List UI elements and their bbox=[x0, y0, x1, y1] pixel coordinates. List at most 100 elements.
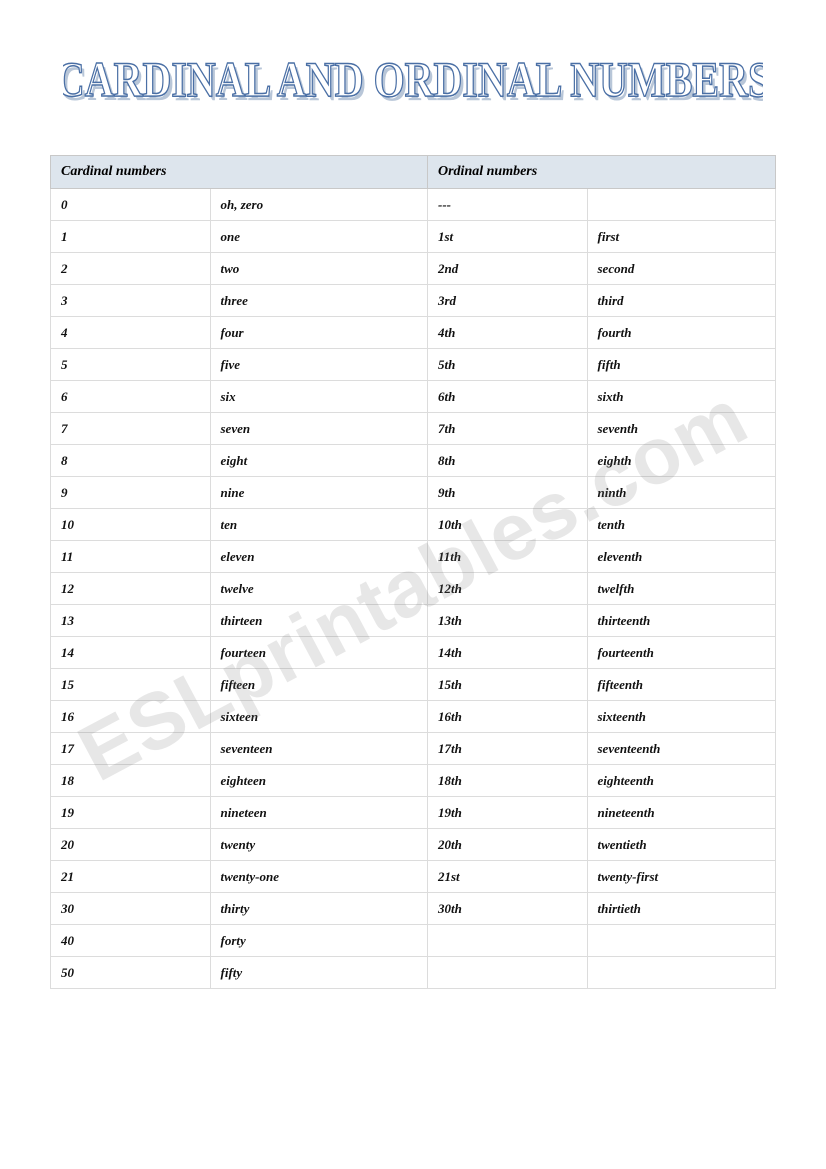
cell-num: 0 bbox=[51, 189, 211, 221]
cell-ordword: twelfth bbox=[587, 573, 776, 605]
cell-word: two bbox=[210, 253, 428, 285]
table-row: 9nine9thninth bbox=[51, 477, 776, 509]
cell-word: fifty bbox=[210, 957, 428, 989]
cell-ordword: fourth bbox=[587, 317, 776, 349]
cell-ordword: sixteenth bbox=[587, 701, 776, 733]
table-row: 50fifty bbox=[51, 957, 776, 989]
cell-num: 3 bbox=[51, 285, 211, 317]
cell-ordword bbox=[587, 957, 776, 989]
cell-ordword: seventh bbox=[587, 413, 776, 445]
header-ordinal: Ordinal numbers bbox=[428, 156, 776, 189]
table-row: 16sixteen16thsixteenth bbox=[51, 701, 776, 733]
cell-num: 9 bbox=[51, 477, 211, 509]
table-row: 8eight8theighth bbox=[51, 445, 776, 477]
cell-num: 16 bbox=[51, 701, 211, 733]
cell-word: fifteen bbox=[210, 669, 428, 701]
cell-num: 13 bbox=[51, 605, 211, 637]
cell-ord: 18th bbox=[428, 765, 588, 797]
cell-ord: 3rd bbox=[428, 285, 588, 317]
table-row: 3three3rdthird bbox=[51, 285, 776, 317]
cell-ord: --- bbox=[428, 189, 588, 221]
table-row: 19nineteen19thnineteenth bbox=[51, 797, 776, 829]
cell-word: nineteen bbox=[210, 797, 428, 829]
cell-num: 17 bbox=[51, 733, 211, 765]
cell-ord bbox=[428, 957, 588, 989]
cell-word: thirty bbox=[210, 893, 428, 925]
cell-ordword: thirtieth bbox=[587, 893, 776, 925]
cell-ord: 9th bbox=[428, 477, 588, 509]
cell-ord: 14th bbox=[428, 637, 588, 669]
cell-num: 5 bbox=[51, 349, 211, 381]
cell-num: 20 bbox=[51, 829, 211, 861]
cell-word: eight bbox=[210, 445, 428, 477]
cell-num: 40 bbox=[51, 925, 211, 957]
cell-ord: 7th bbox=[428, 413, 588, 445]
cell-num: 11 bbox=[51, 541, 211, 573]
cell-ord: 20th bbox=[428, 829, 588, 861]
cell-num: 50 bbox=[51, 957, 211, 989]
cell-word: seven bbox=[210, 413, 428, 445]
cell-word: five bbox=[210, 349, 428, 381]
cell-num: 4 bbox=[51, 317, 211, 349]
cell-ord: 8th bbox=[428, 445, 588, 477]
cell-num: 6 bbox=[51, 381, 211, 413]
table-row: 15fifteen15thfifteenth bbox=[51, 669, 776, 701]
cell-word: six bbox=[210, 381, 428, 413]
cell-ordword bbox=[587, 925, 776, 957]
header-cardinal: Cardinal numbers bbox=[51, 156, 428, 189]
cell-ordword: third bbox=[587, 285, 776, 317]
cell-word: nine bbox=[210, 477, 428, 509]
cell-ord: 21st bbox=[428, 861, 588, 893]
cell-ordword: ninth bbox=[587, 477, 776, 509]
cell-word: twenty-one bbox=[210, 861, 428, 893]
cell-num: 1 bbox=[51, 221, 211, 253]
cell-num: 15 bbox=[51, 669, 211, 701]
cell-ordword: eighth bbox=[587, 445, 776, 477]
table-header-row: Cardinal numbers Ordinal numbers bbox=[51, 156, 776, 189]
cell-word: eighteen bbox=[210, 765, 428, 797]
cell-word: four bbox=[210, 317, 428, 349]
table-row: 7seven7thseventh bbox=[51, 413, 776, 445]
cell-word: thirteen bbox=[210, 605, 428, 637]
cell-ord: 16th bbox=[428, 701, 588, 733]
table-row: 17seventeen17thseventeenth bbox=[51, 733, 776, 765]
numbers-table: Cardinal numbers Ordinal numbers 0oh, ze… bbox=[50, 155, 776, 989]
cell-ord: 1st bbox=[428, 221, 588, 253]
table-row: 10ten10thtenth bbox=[51, 509, 776, 541]
cell-ord: 30th bbox=[428, 893, 588, 925]
cell-word: three bbox=[210, 285, 428, 317]
table-row: 12twelve12thtwelfth bbox=[51, 573, 776, 605]
cell-num: 18 bbox=[51, 765, 211, 797]
cell-num: 30 bbox=[51, 893, 211, 925]
cell-ordword: seventeenth bbox=[587, 733, 776, 765]
cell-num: 2 bbox=[51, 253, 211, 285]
cell-ordword: fifth bbox=[587, 349, 776, 381]
table-row: 20twenty20thtwentieth bbox=[51, 829, 776, 861]
table-row: 5five5thfifth bbox=[51, 349, 776, 381]
table-row: 1one1stfirst bbox=[51, 221, 776, 253]
cell-word: fourteen bbox=[210, 637, 428, 669]
cell-num: 10 bbox=[51, 509, 211, 541]
table-row: 0oh, zero--- bbox=[51, 189, 776, 221]
table-row: 40forty bbox=[51, 925, 776, 957]
table-row: 18eighteen18theighteenth bbox=[51, 765, 776, 797]
cell-num: 8 bbox=[51, 445, 211, 477]
table-row: 6six6thsixth bbox=[51, 381, 776, 413]
cell-word: sixteen bbox=[210, 701, 428, 733]
cell-ord: 2nd bbox=[428, 253, 588, 285]
cell-word: oh, zero bbox=[210, 189, 428, 221]
table-row: 30thirty30ththirtieth bbox=[51, 893, 776, 925]
cell-ord: 11th bbox=[428, 541, 588, 573]
cell-ordword: nineteenth bbox=[587, 797, 776, 829]
cell-ordword: second bbox=[587, 253, 776, 285]
cell-ordword: twentieth bbox=[587, 829, 776, 861]
cell-ordword: tenth bbox=[587, 509, 776, 541]
cell-ordword: sixth bbox=[587, 381, 776, 413]
cell-ord bbox=[428, 925, 588, 957]
cell-word: eleven bbox=[210, 541, 428, 573]
cell-ord: 5th bbox=[428, 349, 588, 381]
cell-word: ten bbox=[210, 509, 428, 541]
cell-word: twenty bbox=[210, 829, 428, 861]
cell-ord: 12th bbox=[428, 573, 588, 605]
cell-word: one bbox=[210, 221, 428, 253]
